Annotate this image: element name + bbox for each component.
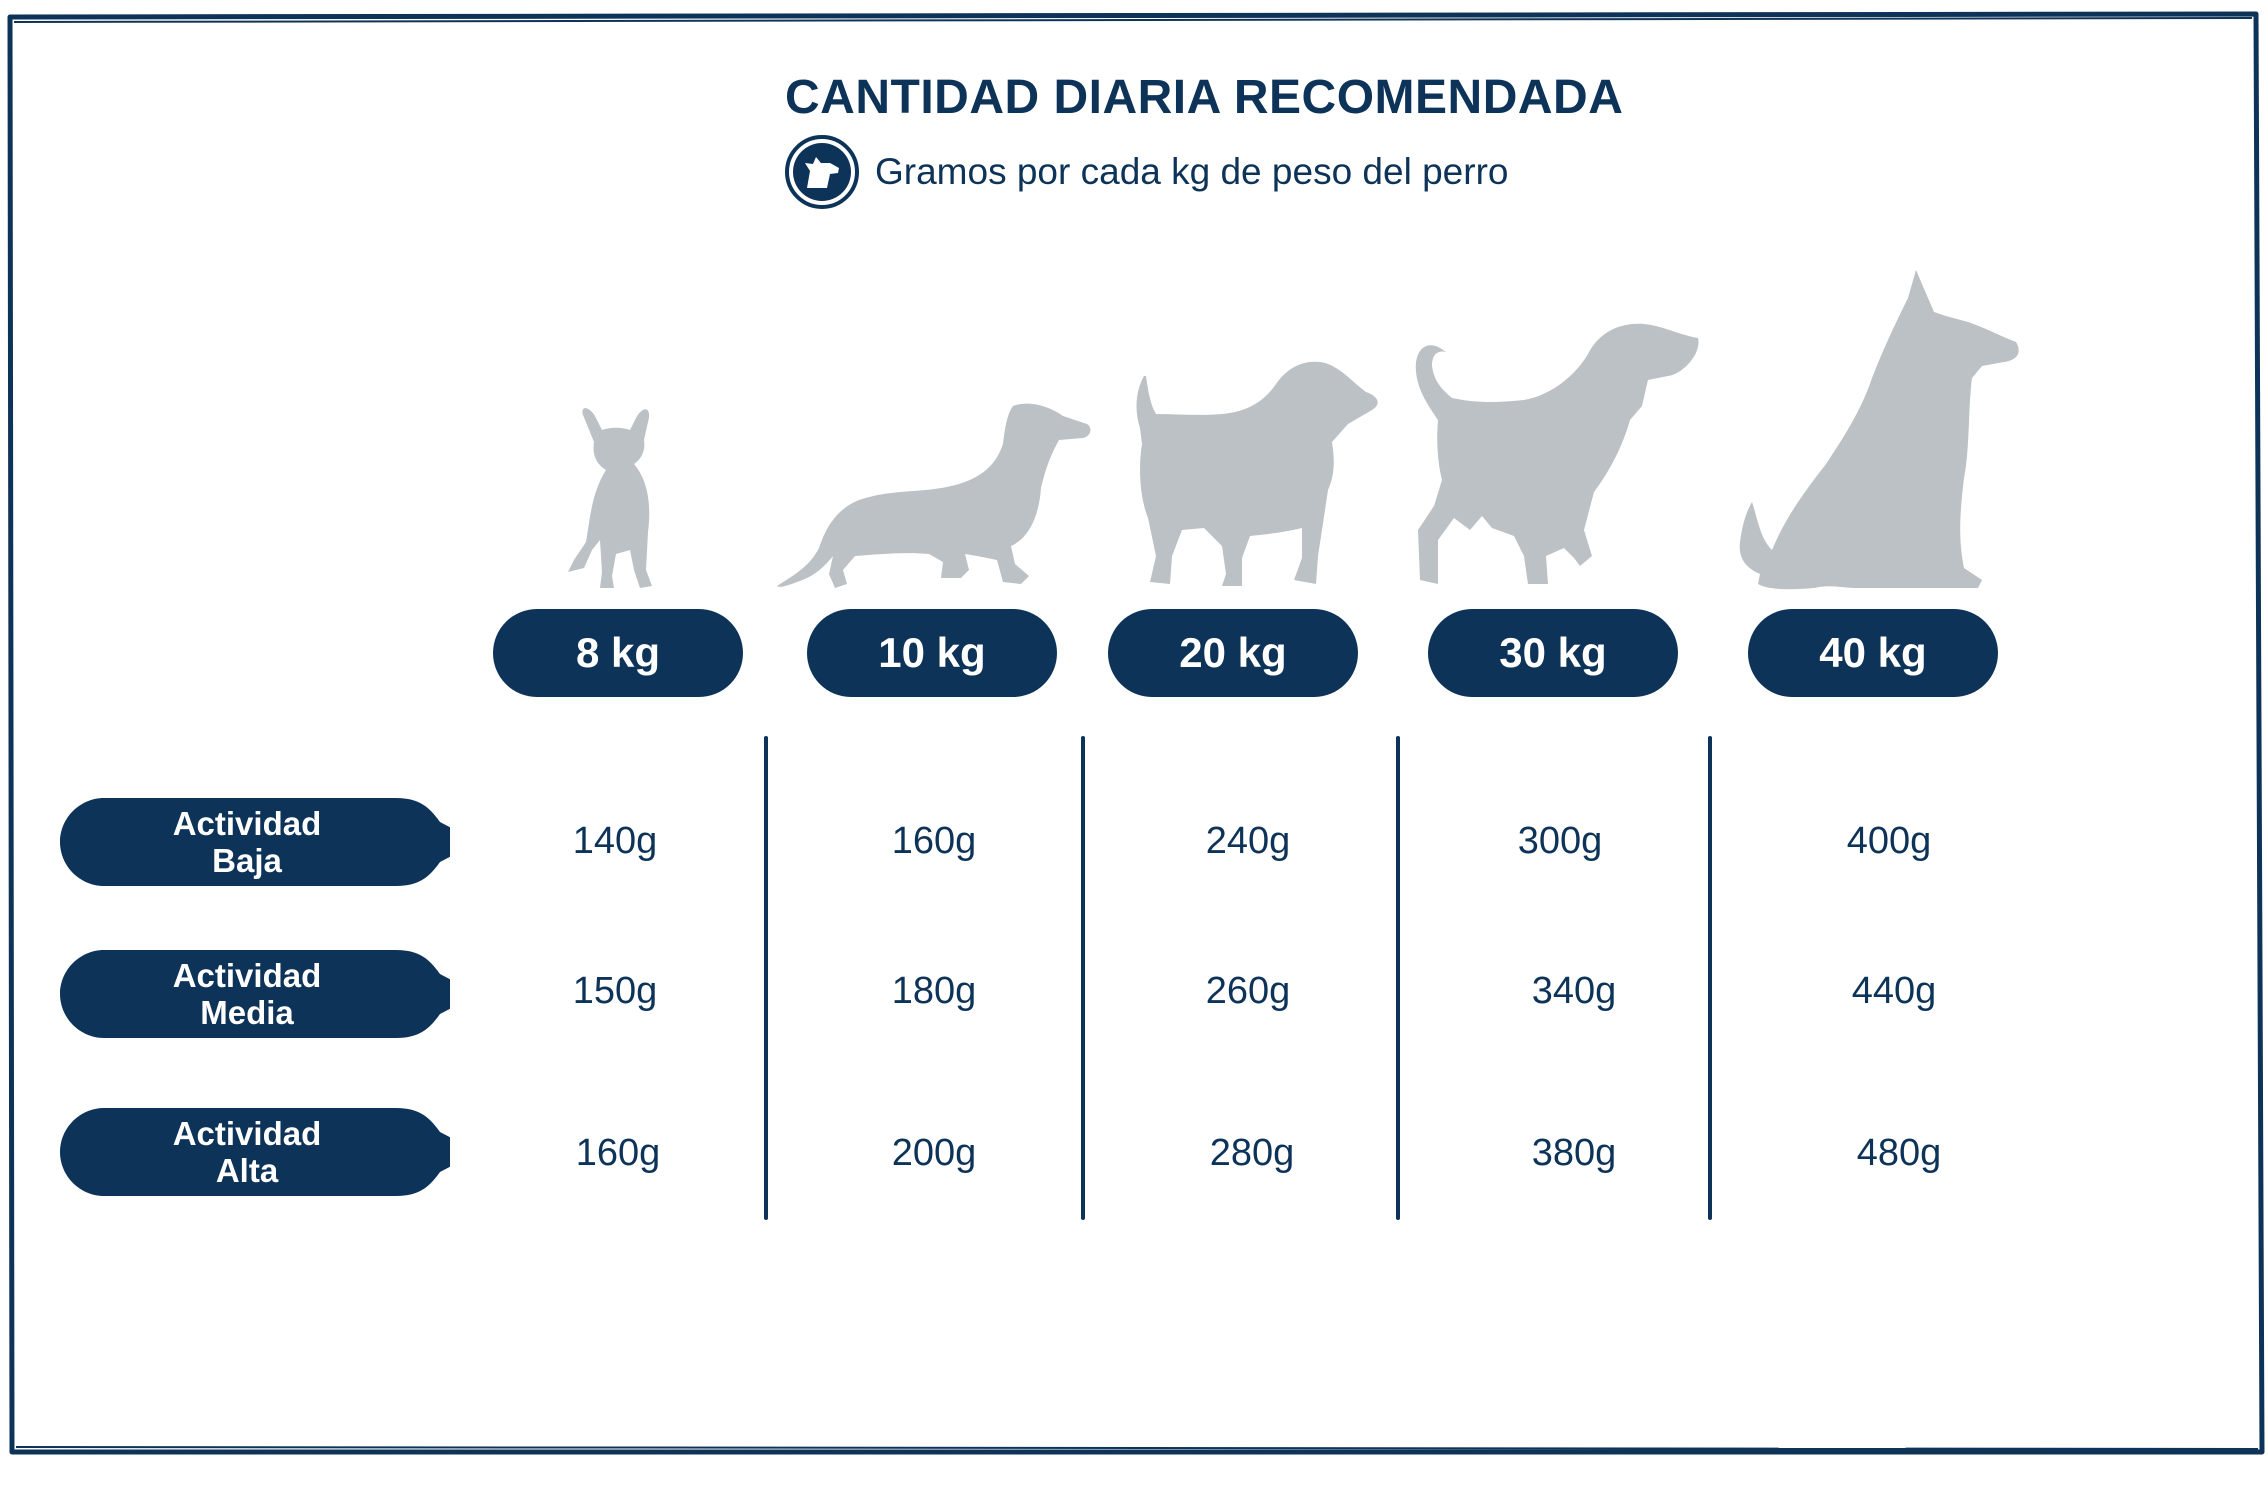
value-cell: 200g xyxy=(891,1132,977,1174)
activity-tag-shape xyxy=(60,950,450,1038)
subtitle: Gramos por cada kg de peso del perro xyxy=(875,151,1509,192)
column-divider xyxy=(1396,736,1400,1220)
value-cell: 440g xyxy=(1851,970,1937,1012)
column-divider xyxy=(1081,736,1085,1220)
activity-tag-shape xyxy=(60,1108,450,1196)
activity-label-line1: Actividad xyxy=(172,957,322,994)
weight-pill-8kg: 8 kg xyxy=(493,609,743,697)
value-cell: 160g xyxy=(575,1132,661,1174)
weight-pill-10kg: 10 kg xyxy=(807,609,1057,697)
beagle-silhouette xyxy=(1136,361,1378,586)
value-cell: 180g xyxy=(891,970,977,1012)
activity-label-line1: Actividad xyxy=(172,805,322,842)
value-cell: 280g xyxy=(1209,1132,1295,1174)
value-cell: 240g xyxy=(1205,820,1291,862)
activity-label-line2: Baja xyxy=(212,842,282,879)
activity-label-line2: Media xyxy=(200,994,294,1031)
value-cell: 140g xyxy=(572,820,658,862)
activity-label-line1: Actividad xyxy=(172,1115,322,1152)
value-cell: 300g xyxy=(1517,820,1603,862)
value-cell: 480g xyxy=(1856,1132,1942,1174)
sitting-dog-silhouette xyxy=(1739,270,2019,590)
activity-tag-media: Actividad Media xyxy=(60,950,450,1038)
subtitle-row: Gramos por cada kg de peso del perro xyxy=(783,132,1508,212)
value-cell: 150g xyxy=(572,970,658,1012)
value-cell: 380g xyxy=(1531,1132,1617,1174)
activity-tag-alta: Actividad Alta xyxy=(60,1108,450,1196)
activity-tag-baja: Actividad Baja xyxy=(60,798,450,886)
value-cell: 260g xyxy=(1205,970,1291,1012)
page-title: CANTIDAD DIARIA RECOMENDADA xyxy=(785,71,1624,124)
dachshund-silhouette xyxy=(777,403,1091,588)
french-bulldog-silhouette xyxy=(568,408,652,588)
value-cell: 400g xyxy=(1846,820,1932,862)
activity-tag-shape xyxy=(60,798,450,886)
weight-pill-40kg: 40 kg xyxy=(1748,609,1998,697)
value-cell: 340g xyxy=(1531,970,1617,1012)
column-divider xyxy=(764,736,768,1220)
column-divider xyxy=(1708,736,1712,1220)
dog-head-icon xyxy=(785,135,859,209)
activity-label-line2: Alta xyxy=(215,1152,279,1189)
weight-pill-20kg: 20 kg xyxy=(1108,609,1358,697)
hound-silhouette xyxy=(1415,323,1699,584)
value-cell: 160g xyxy=(891,820,977,862)
weight-pill-30kg: 30 kg xyxy=(1428,609,1678,697)
